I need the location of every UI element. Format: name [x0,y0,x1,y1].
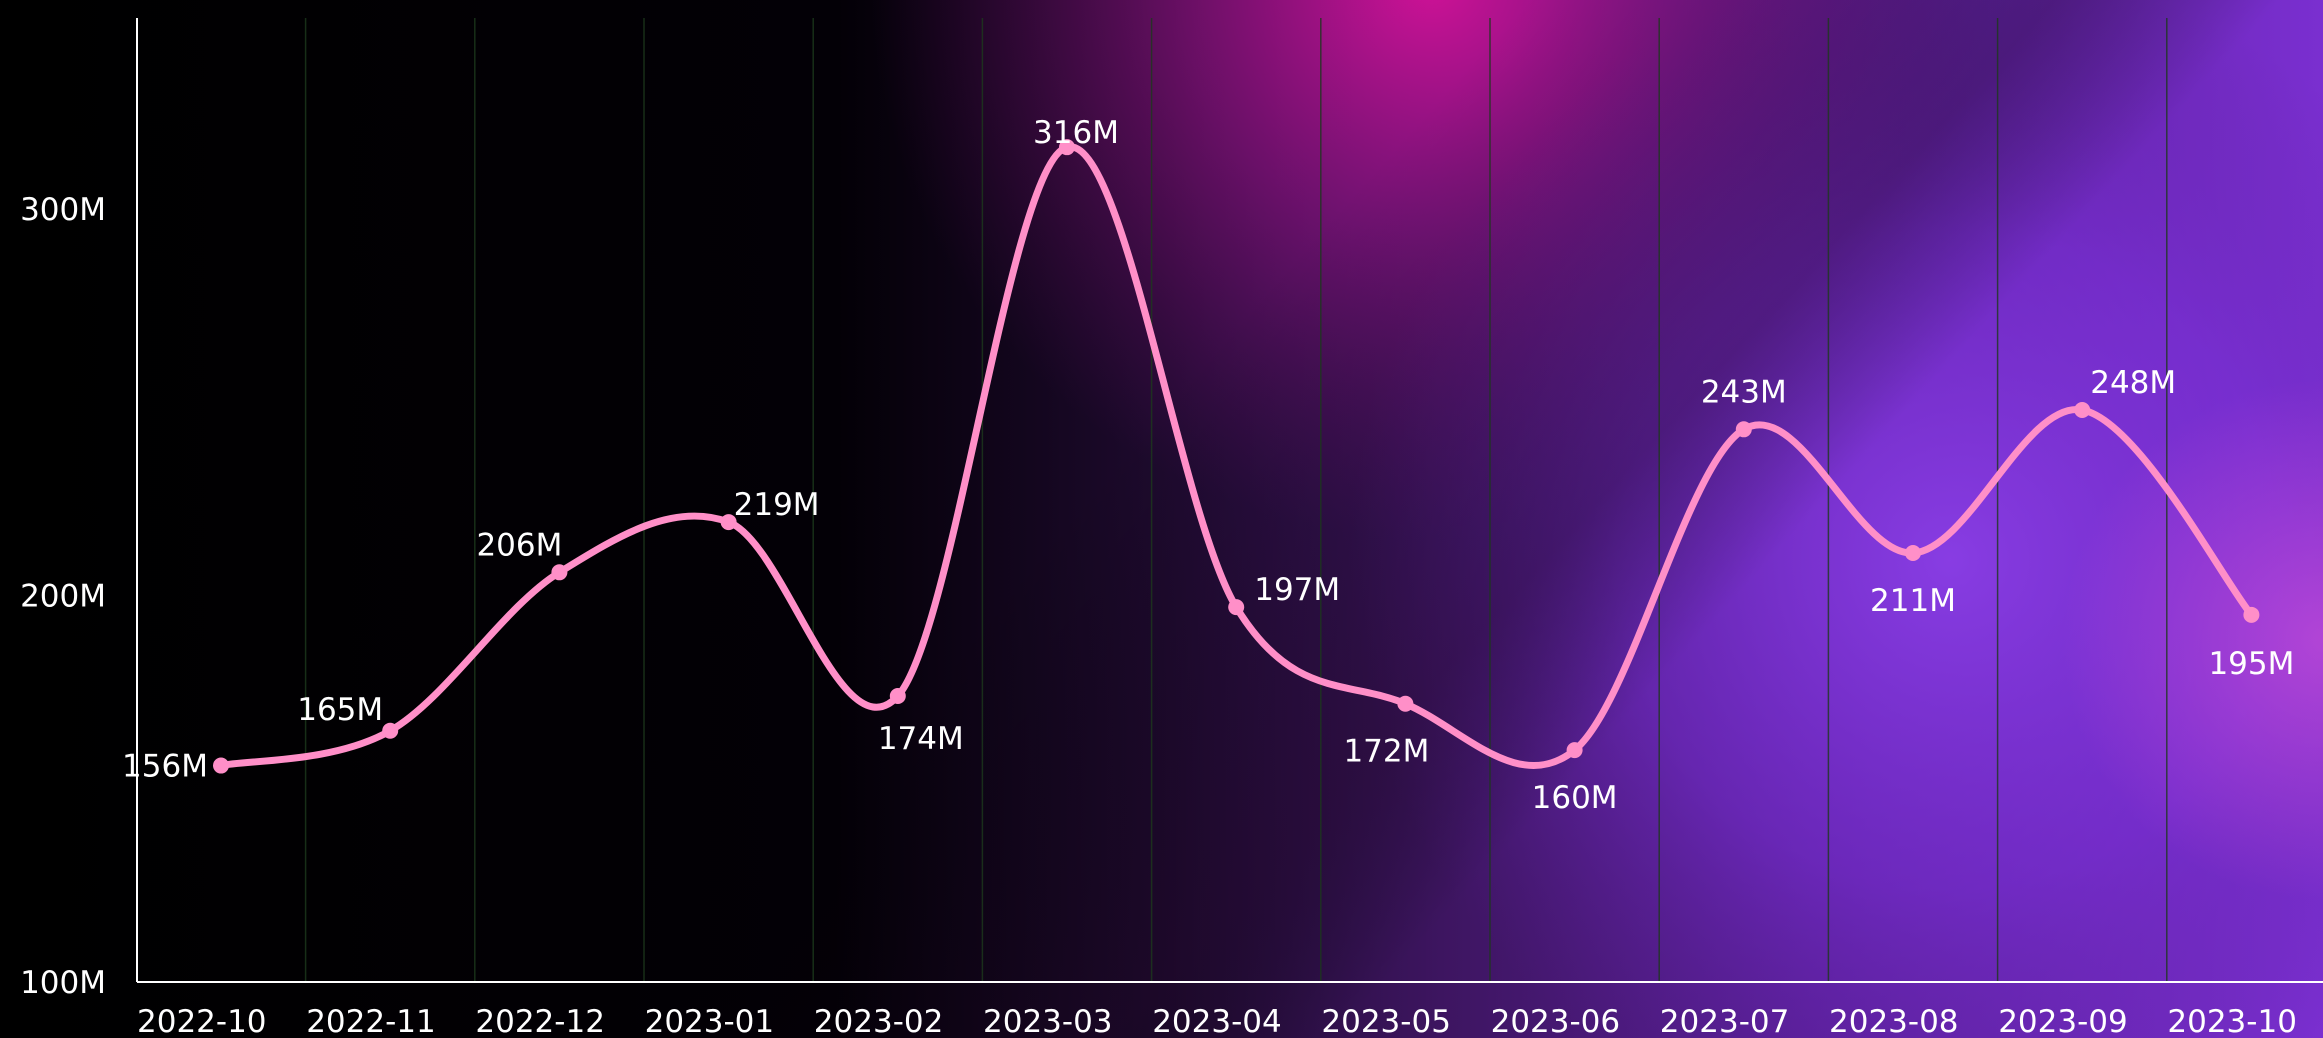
data-label: 243M [1701,374,1787,410]
data-label: 160M [1532,780,1618,816]
axes [136,18,2323,983]
data-label: 174M [878,721,964,757]
data-label: 211M [1870,583,1956,619]
x-tick-label: 2022-10 [137,1004,267,1038]
data-point [382,722,399,739]
series-price [213,139,2260,774]
data-label: 195M [2208,646,2294,682]
y-tick-label: 100M [20,965,106,1001]
series-line [217,143,2255,770]
data-point [1905,544,1921,561]
y-tick-label: 300M [20,192,106,228]
data-point [2243,606,2260,623]
x-tick-label: 2023-03 [983,1004,1113,1038]
data-point [213,757,229,774]
data-point [1059,139,1075,156]
x-tick-label: 2022-12 [475,1004,605,1038]
x-tick-label: 2023-09 [1998,1004,2128,1038]
data-point [1228,599,1245,616]
x-tick-label: 2023-08 [1829,1004,1959,1038]
data-point [1397,695,1414,712]
y-tick-label: 200M [20,579,106,615]
data-label: 219M [734,487,820,523]
data-label: 156M [122,749,208,785]
data-label: 197M [1254,572,1340,608]
grid-lines [304,18,2168,982]
data-point [2074,401,2091,418]
x-tick-label: 2023-05 [1321,1004,1451,1038]
data-point [551,564,568,581]
x-tick-label: 2023-02 [814,1004,944,1038]
data-point [1735,421,1752,438]
x-tick-label: 2022-11 [306,1004,436,1038]
data-label: 172M [1343,734,1429,770]
data-label: 206M [476,527,562,563]
data-labels: 156M 165M 206M 219M 174M 316M 197M 172M 160M 243M… [122,115,2294,816]
y-axis-ticks: 100M 200M 300M [20,192,106,1001]
data-label: 316M [1033,115,1119,151]
data-point [1566,742,1583,759]
data-label: 248M [2090,365,2176,401]
data-point [889,687,906,704]
x-tick-label: 2023-04 [1152,1004,1282,1038]
data-label: 165M [297,692,383,728]
x-tick-label: 2023-06 [1491,1004,1621,1038]
x-tick-label: 2023-01 [645,1004,775,1038]
data-point [720,514,737,531]
x-axis-ticks: 2022-10 2022-11 2022-12 2023-01 2023-02 2023-… [137,1004,2297,1038]
x-tick-label: 2023-07 [1660,1004,1790,1038]
x-tick-label: 2023-10 [2167,1004,2297,1038]
